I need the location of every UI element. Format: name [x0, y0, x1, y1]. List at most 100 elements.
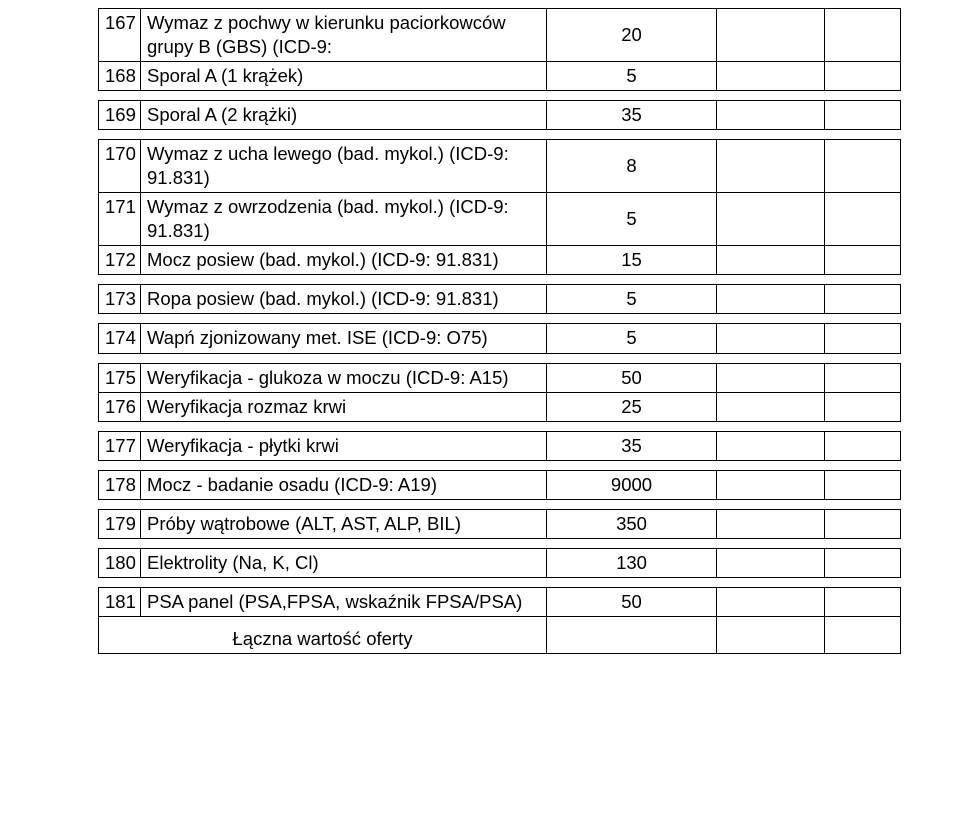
row-description: Sporal A (1 krążek)	[141, 62, 547, 91]
row-value: 130	[547, 548, 717, 577]
row-value: 50	[547, 587, 717, 616]
row-blank-2	[825, 62, 901, 91]
row-description: Wymaz z ucha lewego (bad. mykol.) (ICD-9…	[141, 140, 547, 193]
row-description-text: Wymaz z owrzodzenia (bad. mykol.) (ICD-9…	[147, 196, 509, 241]
table-row: 181 PSA panel (PSA,FPSA, wskaźnik FPSA/PS…	[99, 587, 901, 616]
total-blank-2	[825, 616, 901, 653]
gap-cell	[99, 91, 901, 101]
row-description-text: Próby wątrobowe (ALT, AST, ALP, BIL)	[147, 513, 461, 534]
row-blank-1	[717, 324, 825, 353]
row-value: 35	[547, 101, 717, 130]
row-value: 8	[547, 140, 717, 193]
gap-cell	[99, 314, 901, 324]
row-value: 5	[547, 324, 717, 353]
row-number-text: 181	[105, 591, 136, 612]
table-row: 170Wymaz z ucha lewego (bad. mykol.) (IC…	[99, 140, 901, 193]
row-value-text: 5	[626, 65, 636, 86]
row-blank-1	[717, 62, 825, 91]
row-value: 9000	[547, 470, 717, 499]
row-value-text: 130	[616, 552, 647, 573]
row-value: 25	[547, 392, 717, 421]
row-blank-2	[825, 587, 901, 616]
pricing-table: 167Wymaz z pochwy w kierunku paciorkowcó…	[98, 8, 901, 654]
section-gap	[99, 130, 901, 140]
row-description: Ropa posiew (bad. mykol.) (ICD-9: 91.831…	[141, 285, 547, 314]
row-value: 50	[547, 363, 717, 392]
row-value: 5	[547, 62, 717, 91]
row-description: Mocz - badanie osadu (ICD-9: A19)	[141, 470, 547, 499]
gap-cell	[99, 353, 901, 363]
table-row: 177 Weryfikacja - płytki krwi 35	[99, 431, 901, 460]
row-number: 177	[99, 431, 141, 460]
document-page: 167Wymaz z pochwy w kierunku paciorkowcó…	[0, 0, 960, 836]
section-gap	[99, 499, 901, 509]
gap-cell	[99, 460, 901, 470]
gap-cell	[99, 421, 901, 431]
row-description: Elektrolity (Na, K, Cl)	[141, 548, 547, 577]
section-gap	[99, 538, 901, 548]
table-row: 167Wymaz z pochwy w kierunku paciorkowcó…	[99, 9, 901, 62]
row-number-text: 169	[105, 104, 136, 125]
total-row: Łączna wartość oferty	[99, 616, 901, 653]
section-gap	[99, 421, 901, 431]
table-row: 173Ropa posiew (bad. mykol.) (ICD-9: 91.…	[99, 285, 901, 314]
row-description-text: Sporal A (1 krążek)	[147, 65, 303, 86]
row-blank-2	[825, 548, 901, 577]
row-number-text: 172	[105, 249, 136, 270]
row-blank-1	[717, 246, 825, 275]
row-blank-2	[825, 363, 901, 392]
total-blank-1	[717, 616, 825, 653]
row-description: Weryfikacja - płytki krwi	[141, 431, 547, 460]
row-value-text: 350	[616, 513, 647, 534]
table-row: 171Wymaz z owrzodzenia (bad. mykol.) (IC…	[99, 193, 901, 246]
row-blank-2	[825, 470, 901, 499]
row-number-text: 167	[105, 12, 136, 33]
section-gap	[99, 314, 901, 324]
section-gap	[99, 91, 901, 101]
row-description: Próby wątrobowe (ALT, AST, ALP, BIL)	[141, 509, 547, 538]
row-value: 35	[547, 431, 717, 460]
row-number-text: 170	[105, 143, 136, 164]
gap-cell	[99, 499, 901, 509]
row-number-text: 177	[105, 435, 136, 456]
row-description-text: PSA panel (PSA,FPSA, wskaźnik FPSA/PSA)	[147, 591, 522, 612]
row-number: 176	[99, 392, 141, 421]
row-description-text: Weryfikacja rozmaz krwi	[147, 396, 346, 417]
row-number: 179	[99, 509, 141, 538]
table-row: 178 Mocz - badanie osadu (ICD-9: A19) 9000	[99, 470, 901, 499]
row-number: 171	[99, 193, 141, 246]
row-blank-1	[717, 363, 825, 392]
row-blank-2	[825, 9, 901, 62]
row-blank-2	[825, 101, 901, 130]
row-value: 350	[547, 509, 717, 538]
row-description: Wymaz z pochwy w kierunku paciorkowców g…	[141, 9, 547, 62]
row-number-text: 180	[105, 552, 136, 573]
row-description-text: Weryfikacja - płytki krwi	[147, 435, 339, 456]
section-gap	[99, 460, 901, 470]
row-blank-2	[825, 193, 901, 246]
row-number-text: 173	[105, 288, 136, 309]
row-value-text: 9000	[611, 474, 652, 495]
row-value-text: 20	[621, 24, 642, 45]
row-blank-2	[825, 324, 901, 353]
section-gap	[99, 275, 901, 285]
row-description-text: Mocz posiew (bad. mykol.) (ICD-9: 91.831…	[147, 249, 499, 270]
table-row: 168 Sporal A (1 krążek) 5	[99, 62, 901, 91]
row-number-text: 178	[105, 474, 136, 495]
table-row: 176 Weryfikacja rozmaz krwi 25	[99, 392, 901, 421]
row-description: Weryfikacja - glukoza w moczu (ICD-9: A1…	[141, 363, 547, 392]
row-blank-1	[717, 470, 825, 499]
row-blank-2	[825, 246, 901, 275]
row-blank-1	[717, 431, 825, 460]
row-description-text: Mocz - badanie osadu (ICD-9: A19)	[147, 474, 437, 495]
table-row: 174Wapń zjonizowany met. ISE (ICD-9: O75…	[99, 324, 901, 353]
row-number: 167	[99, 9, 141, 62]
section-gap	[99, 353, 901, 363]
row-number-text: 168	[105, 65, 136, 86]
row-value-text: 5	[626, 208, 636, 229]
row-blank-2	[825, 509, 901, 538]
row-value-text: 15	[621, 249, 642, 270]
row-value-text: 5	[626, 288, 636, 309]
total-label-cell: Łączna wartość oferty	[99, 616, 547, 653]
row-value: 5	[547, 285, 717, 314]
